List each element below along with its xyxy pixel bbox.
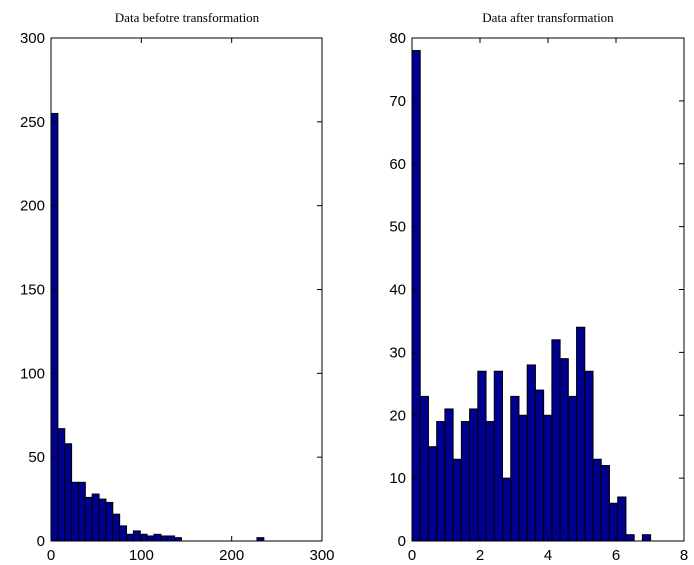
histogram-bar (146, 535, 155, 542)
right-plot-frame (411, 37, 685, 542)
y-tick-label: 250 (20, 114, 45, 131)
x-tick-label: 4 (544, 547, 552, 564)
histogram-bar (84, 496, 93, 542)
histogram-bar (534, 389, 545, 542)
y-tick-label: 40 (389, 282, 406, 299)
histogram-bar (91, 493, 100, 542)
y-tick-label: 30 (389, 344, 406, 361)
histogram-bar (427, 446, 438, 542)
y-tick-label: 100 (20, 365, 45, 382)
histogram-bar (608, 502, 619, 542)
histogram-bar (126, 533, 134, 542)
right-chart-title: Data after transformation (482, 10, 614, 25)
histogram-bar (57, 428, 66, 542)
left-axis-ticks: 0 100 200 300 0 50 100 150 200 250 300 (20, 30, 335, 564)
y-tick-label: 0 (398, 533, 406, 550)
y-tick-label: 50 (28, 449, 45, 466)
x-tick-label: 8 (680, 547, 688, 564)
histogram-bar (132, 530, 141, 542)
histogram-bar (119, 525, 128, 542)
y-tick-label: 150 (20, 282, 45, 299)
histogram-bar (551, 339, 561, 542)
histogram-bar (160, 535, 169, 542)
histogram-bar (64, 443, 73, 542)
histogram-bar (460, 421, 471, 542)
x-tick-label: 2 (476, 547, 484, 564)
y-tick-label: 20 (389, 407, 406, 424)
y-tick-label: 200 (20, 198, 45, 215)
y-tick-label: 70 (389, 93, 406, 110)
histogram-bar (77, 481, 86, 542)
histogram-bar (592, 458, 602, 542)
y-tick-label: 0 (37, 533, 45, 550)
y-tick-label: 80 (389, 30, 406, 47)
histogram-bar (625, 534, 635, 542)
left-chart-title: Data befotre transformation (115, 10, 260, 25)
histogram-bar (493, 370, 504, 542)
x-tick-label: 300 (309, 547, 334, 564)
histogram-bar (641, 534, 652, 542)
histogram-bar (419, 395, 429, 542)
histogram-bar (543, 414, 553, 542)
left-plot-frame (50, 37, 323, 542)
x-tick-label: 200 (219, 547, 244, 564)
left-histogram-panel: Data befotre transformation 0 100 200 300 0 5… (20, 10, 335, 564)
histogram-bar (576, 326, 586, 542)
histogram-bar (559, 358, 569, 542)
histogram-bar (502, 477, 512, 542)
histogram-bar (112, 513, 121, 542)
histogram-bar (485, 421, 495, 542)
histogram-bar (526, 364, 536, 542)
histogram-bar (174, 537, 182, 542)
histogram-bar (584, 370, 594, 542)
histogram-bar (153, 533, 162, 542)
histogram-bar (411, 50, 421, 542)
left-bars (50, 112, 265, 542)
x-tick-label: 100 (129, 547, 154, 564)
x-tick-label: 0 (47, 547, 55, 564)
histogram-bar (452, 458, 462, 542)
histogram-bar (600, 465, 610, 542)
histogram-bar (50, 112, 59, 542)
histogram-bar (510, 395, 520, 542)
y-tick-label: 60 (389, 156, 406, 173)
histogram-bar (256, 537, 265, 542)
histogram-bar (98, 498, 107, 542)
histogram-bar (567, 395, 578, 542)
histogram-bar (105, 501, 114, 542)
histogram-bar (436, 421, 446, 542)
histogram-bar (477, 370, 487, 542)
x-tick-label: 0 (408, 547, 416, 564)
histogram-bar (518, 414, 528, 542)
histogram-bar (617, 496, 627, 542)
histogram-bar (444, 408, 454, 542)
y-tick-label: 50 (389, 219, 406, 236)
y-tick-label: 300 (20, 30, 45, 47)
histogram-bar (469, 408, 479, 542)
histogram-bar (167, 535, 176, 542)
right-bars (411, 50, 652, 542)
histogram-bar (71, 481, 79, 542)
right-histogram-panel: Data after transformation 0 2 4 6 8010203040… (389, 10, 688, 564)
x-tick-label: 6 (612, 547, 620, 564)
y-tick-label: 10 (389, 470, 406, 487)
